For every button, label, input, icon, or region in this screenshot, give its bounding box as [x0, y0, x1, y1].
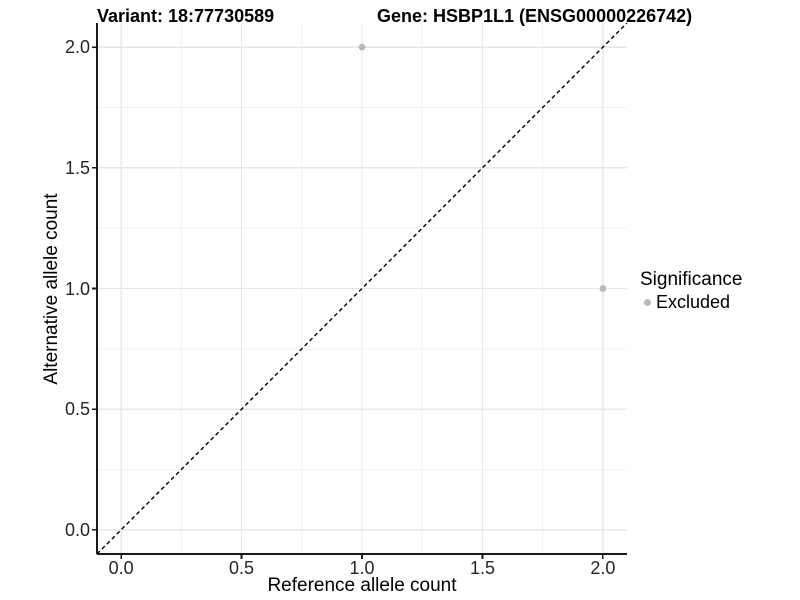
y-tick-label: 1.0: [64, 278, 90, 299]
y-tick-label: 0.0: [64, 519, 90, 540]
x-tick-label: 1.5: [469, 558, 495, 578]
plot-title-variant: Variant: 18:77730589: [97, 6, 275, 26]
x-axis-title: Reference allele count: [267, 575, 457, 596]
legend-entries: Excluded: [640, 292, 742, 312]
plot-title-gene: Gene: HSBP1L1 (ENSG00000226742): [377, 6, 693, 26]
legend-entry: Excluded: [640, 292, 742, 312]
data-point: [358, 43, 366, 51]
legend: Significance Excluded: [640, 269, 742, 312]
y-tick-label: 1.5: [64, 157, 90, 178]
x-tick-label: 0.5: [229, 558, 255, 578]
legend-entry-label: Excluded: [656, 292, 731, 312]
x-tick-label: 0.0: [108, 558, 134, 578]
legend-key-dot-icon: [644, 298, 651, 306]
identity-reference-line: [96, 22, 628, 555]
data-point: [599, 285, 607, 292]
x-tick-label: 1.0: [349, 558, 375, 578]
legend-title: Significance: [640, 269, 743, 290]
y-tick-label: 2.0: [64, 37, 90, 58]
x-tick-label: 2.0: [590, 558, 616, 578]
y-tick-label: 0.5: [64, 399, 90, 420]
